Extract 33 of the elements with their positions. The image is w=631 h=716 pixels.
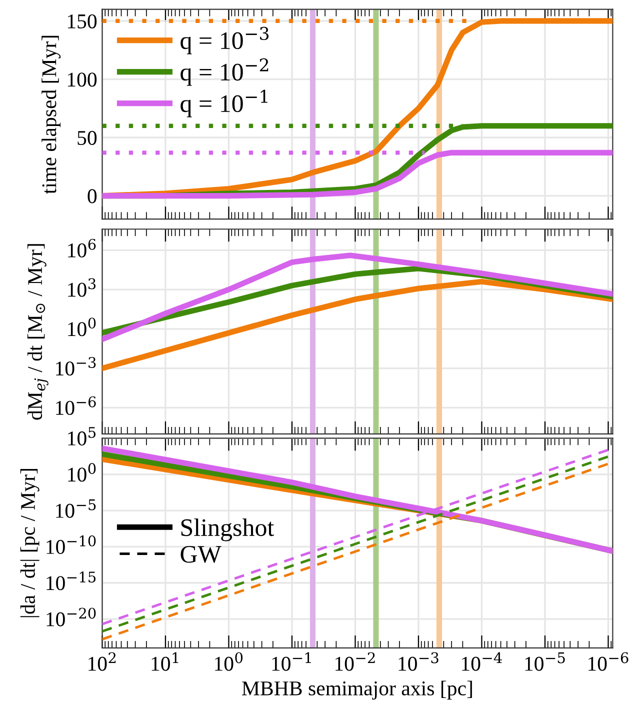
legend-label: q = 10$^{−3}$ [180, 26, 269, 54]
x-tick-label: 10$^{−6}$ [588, 652, 628, 671]
y-tick-label: 10$^{−10}$ [46, 535, 96, 554]
y-tick-label: 10$^{−20}$ [46, 608, 96, 626]
legend-label: q = 10$^{−1}$ [180, 90, 268, 118]
y-tick-label: 10$^{−5}$ [56, 499, 96, 518]
y-axis-title: |da / dt| [pc / Myr] [20, 469, 40, 618]
y-tick-label: 150 [68, 14, 97, 28]
y-tick-label: 10$^{−15}$ [46, 572, 96, 590]
y-tick-label: 10$^{0}$ [68, 463, 96, 482]
y-tick-label: 50 [78, 130, 97, 145]
x-tick-label: 10$^{−5}$ [525, 652, 565, 671]
x-tick-label: 10$^{0}$ [215, 652, 243, 671]
y-tick-label: 100 [68, 72, 97, 87]
x-tick-label: 10$^{2}$ [88, 652, 116, 671]
y-tick-label: 10$^{6}$ [68, 238, 96, 258]
y-axis-title: time elapsed [Myr] [42, 36, 61, 194]
y-tick-label: 10$^{3}$ [68, 278, 96, 297]
legend-label: Slingshot [181, 518, 274, 542]
x-tick-label: 10$^{−1}$ [272, 652, 311, 671]
x-tick-label: 10$^{−4}$ [462, 652, 502, 671]
y-axis-title: dM$_{ej}$ / dt [M$_{⊙}$ / Myr] [27, 244, 48, 420]
x-axis-title: MBHB semimajor axis [pc] [242, 680, 472, 700]
x-tick-label: 10$^{1}$ [152, 652, 178, 671]
y-tick-label: 10$^{5}$ [68, 427, 96, 446]
legend-label: GW [180, 546, 222, 563]
x-tick-label: 10$^{−3}$ [398, 652, 438, 671]
y-tick-label: 0 [88, 189, 97, 204]
x-tick-label: 10$^{−2}$ [336, 652, 375, 671]
y-tick-label: 10$^{−6}$ [56, 396, 96, 415]
y-tick-label: 10$^{−3}$ [56, 356, 96, 376]
legend-label: q = 10$^{−2}$ [180, 58, 268, 86]
y-tick-label: 10$^{0}$ [68, 318, 96, 336]
